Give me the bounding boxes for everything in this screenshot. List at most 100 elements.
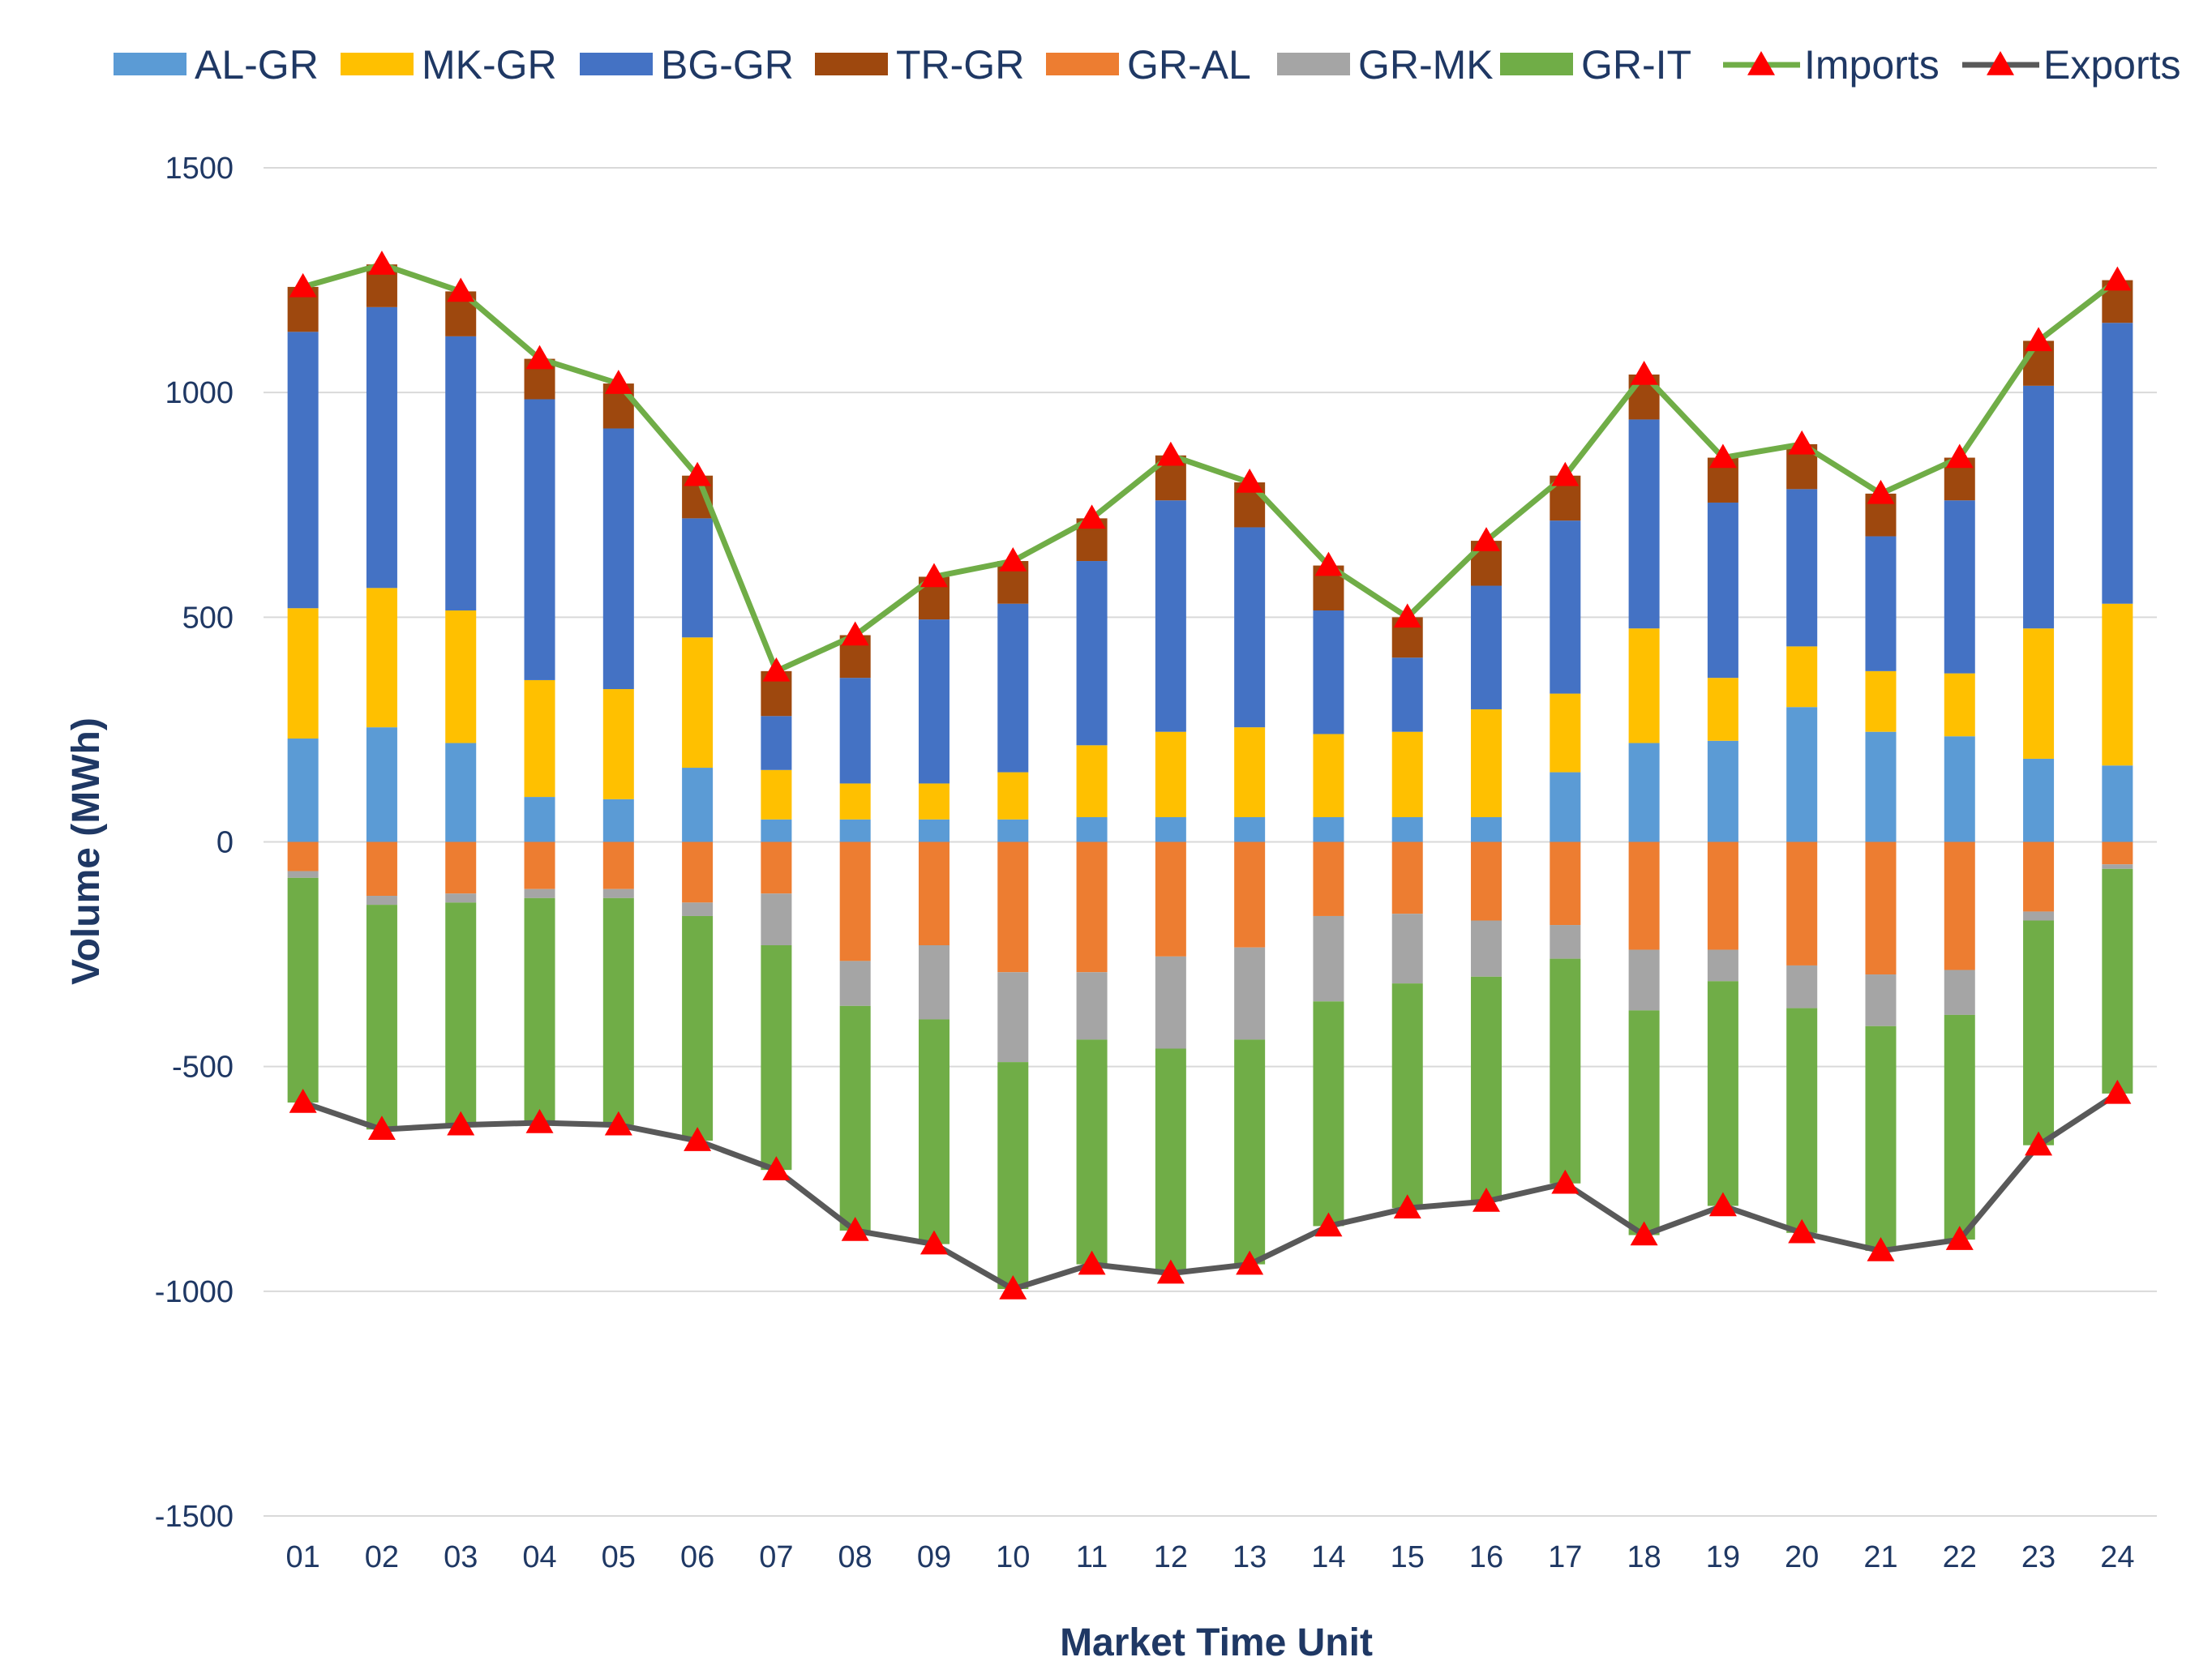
bar-mk-gr-16 xyxy=(1471,709,1503,818)
legend-swatch-tr-gr xyxy=(815,53,888,75)
bar-gr-al-18 xyxy=(1628,841,1660,950)
x-tick-label: 22 xyxy=(1943,1540,1977,1574)
bar-mk-gr-22 xyxy=(1944,673,1975,737)
marker-exports-17 xyxy=(1551,1169,1580,1194)
bar-bg-gr-23 xyxy=(2023,385,2055,629)
x-tick-label: 15 xyxy=(1391,1540,1425,1574)
bar-gr-it-07 xyxy=(761,944,792,1171)
marker-imports-06 xyxy=(684,461,712,486)
bar-gr-mk-20 xyxy=(1786,965,1818,1008)
y-tick-label: 1500 xyxy=(165,152,234,186)
bar-mk-gr-04 xyxy=(524,679,555,798)
bar-gr-al-08 xyxy=(839,841,871,961)
marker-exports-13 xyxy=(1236,1250,1264,1275)
bar-mk-gr-17 xyxy=(1550,693,1581,773)
marker-imports-19 xyxy=(1708,443,1737,469)
marker-imports-11 xyxy=(1078,504,1106,529)
y-tick-label: -1500 xyxy=(155,1500,234,1534)
bar-gr-al-17 xyxy=(1550,841,1581,926)
bar-al-gr-22 xyxy=(1944,736,1975,842)
y-axis-ticks: 1500 1000 500 0 -500 -1000 -1500 xyxy=(155,152,234,1534)
marker-imports-18 xyxy=(1630,360,1658,385)
bar-bg-gr-09 xyxy=(918,619,950,784)
x-tick-label: 14 xyxy=(1311,1540,1345,1574)
marker-exports-06 xyxy=(684,1127,712,1151)
marker-imports-14 xyxy=(1314,551,1343,576)
bar-al-gr-18 xyxy=(1628,743,1660,842)
bar-gr-al-14 xyxy=(1313,841,1344,916)
bar-gr-it-04 xyxy=(524,897,555,1123)
x-tick-label: 12 xyxy=(1154,1540,1188,1574)
bar-gr-it-17 xyxy=(1550,958,1581,1184)
marker-exports-22 xyxy=(1945,1226,1974,1250)
marker-imports-22 xyxy=(1945,443,1974,469)
marker-exports-05 xyxy=(604,1111,632,1136)
x-tick-label: 13 xyxy=(1232,1540,1267,1574)
y-tick-label: -500 xyxy=(172,1051,234,1085)
y-tick-label: 1000 xyxy=(165,376,234,410)
marker-imports-09 xyxy=(920,563,948,588)
bar-al-gr-16 xyxy=(1471,817,1503,842)
bar-gr-mk-13 xyxy=(1234,947,1266,1040)
bar-al-gr-01 xyxy=(287,739,319,842)
bar-gr-it-08 xyxy=(839,1005,871,1231)
bar-gr-al-02 xyxy=(366,841,397,897)
bar-gr-it-22 xyxy=(1944,1014,1975,1240)
marker-imports-20 xyxy=(1788,430,1816,455)
marker-imports-03 xyxy=(447,277,475,302)
bar-gr-mk-03 xyxy=(445,893,477,903)
bar-gr-mk-08 xyxy=(839,961,871,1006)
bar-gr-al-19 xyxy=(1707,841,1738,950)
marker-exports-18 xyxy=(1630,1221,1658,1246)
bar-al-gr-14 xyxy=(1313,817,1344,842)
x-tick-label: 10 xyxy=(996,1540,1030,1574)
bar-bg-gr-12 xyxy=(1155,500,1186,732)
bar-gr-al-05 xyxy=(602,841,634,889)
bar-gr-it-01 xyxy=(287,877,319,1103)
bar-mk-gr-24 xyxy=(2102,603,2133,766)
x-axis-ticks: 01 02 03 04 05 06 07 08 09 10 11 12 13 14 15 16 17 18 19 20… xyxy=(286,1540,2135,1574)
bar-gr-al-04 xyxy=(524,841,555,889)
legend-swatch-bg-gr xyxy=(580,53,653,75)
bar-al-gr-03 xyxy=(445,743,477,842)
bar-mk-gr-07 xyxy=(761,769,792,820)
bar-gr-mk-15 xyxy=(1391,914,1423,984)
marker-imports-24 xyxy=(2103,266,2132,291)
bar-gr-mk-10 xyxy=(997,972,1029,1063)
bar-gr-it-24 xyxy=(2102,868,2133,1094)
marker-exports-16 xyxy=(1473,1187,1501,1212)
bar-gr-al-10 xyxy=(997,841,1029,973)
bar-mk-gr-03 xyxy=(445,610,477,743)
x-tick-label: 17 xyxy=(1548,1540,1582,1574)
bar-al-gr-21 xyxy=(1865,731,1897,842)
marker-exports-10 xyxy=(999,1275,1027,1300)
marker-imports-01 xyxy=(289,272,317,298)
x-tick-label: 02 xyxy=(365,1540,399,1574)
bar-gr-al-20 xyxy=(1786,841,1818,966)
bar-gr-al-15 xyxy=(1391,841,1423,914)
bar-bg-gr-02 xyxy=(366,306,397,589)
x-tick-label: 05 xyxy=(602,1540,636,1574)
bar-gr-al-03 xyxy=(445,841,477,894)
bar-gr-it-16 xyxy=(1471,976,1503,1201)
x-tick-label: 04 xyxy=(522,1540,556,1574)
bars xyxy=(287,264,2133,1290)
legend-marker-imports xyxy=(1747,51,1775,75)
x-tick-label: 03 xyxy=(444,1540,478,1574)
marker-exports-02 xyxy=(367,1115,396,1141)
marker-exports-12 xyxy=(1156,1259,1185,1284)
bar-mk-gr-14 xyxy=(1313,734,1344,818)
legend-swatch-gr-mk xyxy=(1277,53,1350,75)
bar-gr-mk-04 xyxy=(524,889,555,898)
bar-mk-gr-08 xyxy=(839,783,871,820)
bar-gr-mk-19 xyxy=(1707,949,1738,982)
marker-imports-10 xyxy=(999,547,1027,572)
lines xyxy=(289,250,2132,1300)
x-tick-label: 19 xyxy=(1706,1540,1740,1574)
legend-swatch-gr-al xyxy=(1046,53,1119,75)
marker-imports-17 xyxy=(1551,461,1580,486)
bar-al-gr-07 xyxy=(761,819,792,842)
bar-bg-gr-05 xyxy=(602,428,634,690)
bar-al-gr-20 xyxy=(1786,707,1818,842)
